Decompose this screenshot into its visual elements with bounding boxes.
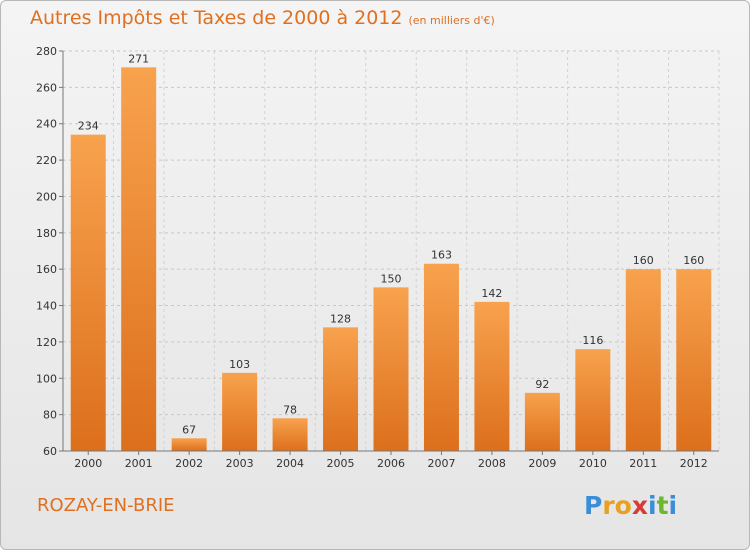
x-tick-label: 2001 bbox=[125, 457, 153, 470]
y-tick-label: 180 bbox=[36, 227, 57, 240]
logo-letter: i bbox=[648, 491, 657, 520]
chart-title: Autres Impôts et Taxes de 2000 à 2012 (en… bbox=[30, 7, 495, 29]
value-label: 271 bbox=[128, 52, 149, 65]
logo-letter: i bbox=[668, 491, 678, 520]
x-tick-label: 2010 bbox=[579, 457, 607, 470]
value-label: 128 bbox=[330, 312, 351, 325]
value-label: 92 bbox=[535, 378, 549, 391]
value-label: 234 bbox=[78, 120, 99, 133]
x-tick-label: 2007 bbox=[427, 457, 455, 470]
y-tick-label: 280 bbox=[36, 45, 57, 58]
x-tick-label: 2002 bbox=[175, 457, 203, 470]
logo-letter: t bbox=[656, 491, 669, 520]
x-tick-label: 2008 bbox=[478, 457, 506, 470]
logo-letter: r bbox=[602, 491, 615, 520]
value-label: 103 bbox=[229, 358, 250, 371]
y-tick-label: 140 bbox=[36, 300, 57, 313]
bar-2001 bbox=[121, 67, 157, 451]
bar-2004 bbox=[272, 418, 308, 451]
bar-2008 bbox=[474, 301, 510, 451]
chart-subtitle: (en milliers d'€) bbox=[408, 14, 495, 27]
bar-2009 bbox=[524, 392, 560, 451]
value-label: 160 bbox=[683, 254, 704, 267]
bar-2006 bbox=[373, 287, 409, 451]
x-tick-label: 2011 bbox=[629, 457, 657, 470]
x-tick-label: 2009 bbox=[528, 457, 556, 470]
logo-letter: P bbox=[584, 491, 603, 520]
bar-2005 bbox=[323, 327, 359, 451]
y-tick-label: 80 bbox=[43, 409, 57, 422]
value-label: 142 bbox=[481, 287, 502, 300]
value-label: 67 bbox=[182, 423, 196, 436]
bar-2010 bbox=[575, 349, 611, 451]
x-tick-label: 2003 bbox=[226, 457, 254, 470]
commune-name: ROZAY-EN-BRIE bbox=[37, 495, 175, 516]
bar-2007 bbox=[423, 263, 459, 451]
x-tick-label: 2012 bbox=[680, 457, 708, 470]
x-tick-label: 2000 bbox=[74, 457, 102, 470]
y-tick-label: 120 bbox=[36, 336, 57, 349]
proxiti-logo[interactable]: Proxiti bbox=[584, 491, 677, 520]
value-label: 116 bbox=[582, 334, 603, 347]
y-tick-label: 260 bbox=[36, 81, 57, 94]
y-tick-label: 100 bbox=[36, 372, 57, 385]
logo-letter: x bbox=[631, 491, 648, 520]
y-tick-label: 60 bbox=[43, 445, 57, 458]
value-label: 78 bbox=[283, 403, 297, 416]
y-tick-label: 240 bbox=[36, 118, 57, 131]
value-label: 150 bbox=[381, 272, 402, 285]
y-tick-label: 220 bbox=[36, 154, 57, 167]
x-tick-label: 2004 bbox=[276, 457, 304, 470]
bar-2003 bbox=[222, 372, 258, 451]
chart-title-text: Autres Impôts et Taxes de 2000 à 2012 bbox=[30, 7, 403, 29]
value-label: 163 bbox=[431, 249, 452, 262]
value-label: 160 bbox=[633, 254, 654, 267]
bar-2002 bbox=[171, 438, 207, 451]
bar-2000 bbox=[70, 134, 106, 452]
logo-letter: o bbox=[614, 491, 632, 520]
y-tick-label: 200 bbox=[36, 190, 57, 203]
bar-2011 bbox=[625, 269, 661, 451]
bar-2012 bbox=[676, 269, 712, 451]
x-tick-label: 2005 bbox=[327, 457, 355, 470]
x-tick-label: 2006 bbox=[377, 457, 405, 470]
y-tick-label: 160 bbox=[36, 263, 57, 276]
